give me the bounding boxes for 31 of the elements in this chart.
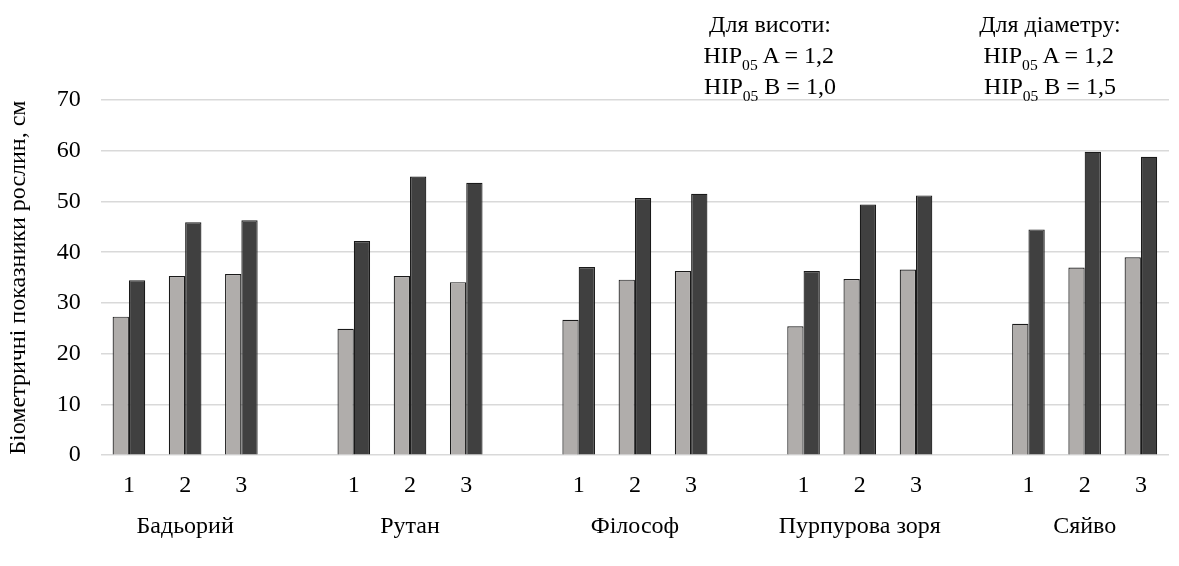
x-tick-label: 2 [179,470,192,497]
y-axis-title: Біометричні показники рослин, см [3,100,30,455]
y-tick-label: 60 [56,136,81,163]
x-tick-label: 2 [853,470,866,497]
x-tick-label: 1 [797,470,810,497]
y-tick-label: 30 [56,288,81,315]
x-tick-label: 2 [1078,470,1091,497]
x-tick-label: 3 [910,470,923,497]
text: Філософ [590,512,680,539]
x-tick-label: 2 [628,470,641,497]
y-tick-label: 20 [56,339,81,366]
x-tick-label: 1 [347,470,360,497]
x-tick-label: 1 [572,470,585,497]
text: Рутан [380,512,440,539]
text: Сяйво [1053,512,1117,539]
y-tick-label: 70 [56,85,81,112]
text: Для висоти: [709,11,831,37]
text: Для діаметру: [979,11,1121,37]
x-tick-label: 3 [460,470,473,497]
x-tick-label: 3 [1134,470,1147,497]
text: Пурпурова зоря [778,512,941,539]
text: Бадьорий [136,512,234,539]
x-tick-label: 1 [1022,470,1035,497]
x-tick-label: 2 [404,470,417,497]
x-tick-label: 3 [235,470,248,497]
y-tick-label: 10 [56,389,81,416]
y-tick-label: 50 [56,186,81,213]
x-tick-label: 1 [122,470,135,497]
x-tick-label: 3 [685,470,698,497]
y-tick-label: 40 [56,237,81,264]
y-tick-label: 0 [68,440,81,467]
